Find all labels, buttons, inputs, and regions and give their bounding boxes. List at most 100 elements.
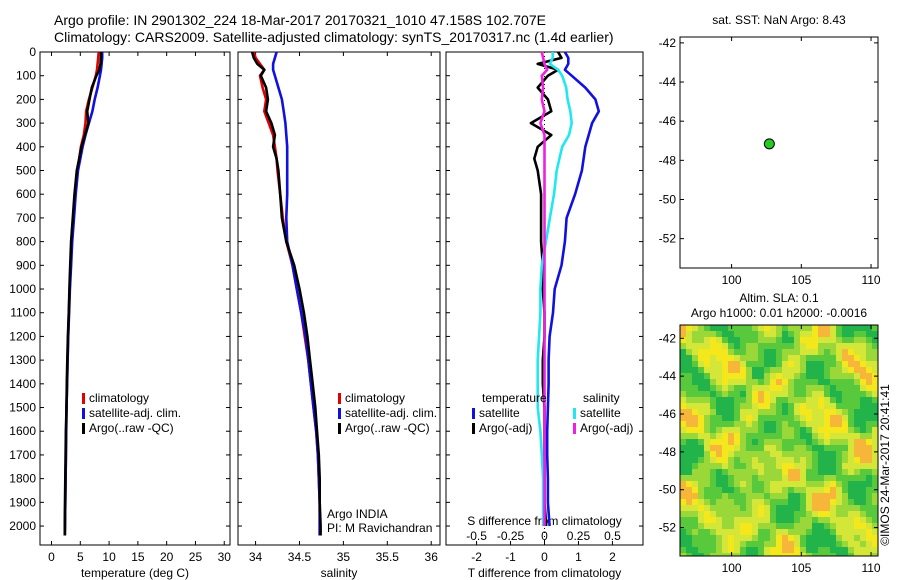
sst-map-ytick-label: -52 <box>659 232 677 246</box>
depth-tick-label: 0 <box>29 45 36 59</box>
difference-xtick-label: 2 <box>609 550 616 564</box>
temperature-series-argo <box>63 52 103 536</box>
temperature-legend-climatology-swatch <box>82 393 85 404</box>
pi-label: PI: M Ravichandran <box>327 521 432 535</box>
depth-tick-label: 1600 <box>9 424 36 438</box>
salinity-legend-climatology-swatch <box>338 393 341 404</box>
chart-title-line2: Climatology: CARS2009. Satellite-adjuste… <box>54 29 614 45</box>
salinity-xtick-label: 35 <box>337 550 351 564</box>
sla-map-frame <box>679 324 879 557</box>
temperature-legend-satellite-swatch <box>82 408 85 419</box>
salinity-xtick-label: 34.5 <box>288 550 312 564</box>
temperature-xlabel: temperature (deg C) <box>81 566 189 580</box>
diff-legend-t-argo-label: Argo(-adj) <box>479 421 532 435</box>
depth-tick-label: 700 <box>16 211 36 225</box>
depth-tick-label: 2000 <box>9 519 36 533</box>
diff-legend-s-satellite-swatch <box>573 408 576 419</box>
temperature-xtick-label: 30 <box>218 550 232 564</box>
depth-tick-label: 200 <box>16 92 36 106</box>
depth-tick-label: 300 <box>16 116 36 130</box>
temperature-xtick-label: 25 <box>189 550 203 564</box>
sla-map-ytick-label: -52 <box>659 521 677 535</box>
difference-series-t-satellite-diff <box>545 51 601 527</box>
depth-tick-label: 1200 <box>9 329 36 343</box>
sla-heatmap <box>680 325 878 556</box>
depth-tick-label: 1500 <box>9 401 36 415</box>
salinity-legend-argo-swatch <box>338 423 341 434</box>
depth-tick-label: 1800 <box>9 472 36 486</box>
chart-title-line1: Argo profile: IN 2901302_224 18-Mar-2017… <box>54 12 546 28</box>
sla-map-xtick-label: 105 <box>791 561 811 575</box>
diff-legend-s-satellite-label: satellite <box>580 406 621 420</box>
temperature-axes-frame <box>39 51 231 546</box>
imos-timestamp: ©IMOS 24-Mar-2017 20:41:41 <box>878 384 892 546</box>
salinity-xtick-label: 34 <box>249 550 263 564</box>
sst-map-ytick-label: -46 <box>659 114 677 128</box>
diff-legend-s-argo-label: Argo(-adj) <box>580 421 633 435</box>
depth-tick-label: 500 <box>16 164 36 178</box>
diff-legend-t-satellite-label: satellite <box>479 406 520 420</box>
sst-map-ytick-label: -48 <box>659 153 677 167</box>
sst-map-ytick-label: -50 <box>659 192 677 206</box>
sla-map-ytick-label: -44 <box>659 369 677 383</box>
diff-legend-temperature-title: temperature <box>482 391 547 405</box>
salinity-legend-satellite-swatch <box>338 408 341 419</box>
sla-map-title: Altim. SLA: 0.1 <box>739 291 819 305</box>
depth-tick-label: 100 <box>16 69 36 83</box>
sla-map-subtitle: Argo h1000: 0.01 h2000: -0.0016 <box>691 306 867 320</box>
sla-map-ytick-label: -48 <box>659 445 677 459</box>
salinity-legend-argo-label: Argo(..raw -QC) <box>345 421 430 435</box>
salinity-diff-tick-label: 0.5 <box>604 529 621 543</box>
temperature-xtick-label: 0 <box>48 550 55 564</box>
sst-map-frame <box>679 36 879 269</box>
salinity-xtick-label: 36 <box>425 550 439 564</box>
salinity-legend-satellite-label: satellite-adj. clim. <box>345 406 437 420</box>
depth-tick-label: 1000 <box>9 282 36 296</box>
diff-legend-s-argo-swatch <box>573 423 576 434</box>
temperature-xtick-label: 10 <box>102 550 116 564</box>
depth-tick-label: 600 <box>16 187 36 201</box>
temperature-xtick-label: 20 <box>160 550 174 564</box>
depth-tick-label: 900 <box>16 258 36 272</box>
temperature-diff-xlabel: T difference from climatology <box>468 566 622 580</box>
sst-map-xtick-label: 105 <box>791 273 811 287</box>
float-position-marker <box>763 138 775 150</box>
difference-xtick-label: 1 <box>575 550 582 564</box>
salinity-axes-frame <box>237 51 441 546</box>
sla-map-xtick-label: 100 <box>722 561 742 575</box>
salinity-diff-tick-label: -0.25 <box>497 529 525 543</box>
sst-map-xtick-label: 110 <box>861 273 880 287</box>
depth-tick-label: 1300 <box>9 353 36 367</box>
depth-tick-label: 800 <box>16 235 36 249</box>
salinity-diff-tick-label: 0.25 <box>567 529 591 543</box>
sst-map-ytick-label: -42 <box>659 36 677 50</box>
diff-legend-t-argo-swatch <box>472 423 475 434</box>
salinity-xtick-label: 35.5 <box>376 550 400 564</box>
difference-series-s-argo-diff <box>539 51 549 526</box>
argo-program-label: Argo INDIA <box>327 507 388 521</box>
depth-tick-label: 1900 <box>9 495 36 509</box>
sla-map-ytick-label: -42 <box>659 331 677 345</box>
temperature-legend-argo-label: Argo(..raw -QC) <box>89 421 174 435</box>
temperature-xtick-label: 15 <box>131 550 145 564</box>
temperature-legend-argo-swatch <box>82 423 85 434</box>
sla-map-ytick-label: -46 <box>659 407 677 421</box>
salinity-diff-tick-label: 0 <box>541 529 548 543</box>
difference-xtick-label: -2 <box>471 550 482 564</box>
salinity-diff-tick-label: -0.5 <box>466 529 487 543</box>
temperature-xtick-label: 5 <box>77 550 84 564</box>
diff-legend-t-satellite-swatch <box>472 408 475 419</box>
sst-map-title: sat. SST: NaN Argo: 8.43 <box>712 13 846 27</box>
salinity-series-argo <box>250 51 322 536</box>
salinity-legend-climatology-label: climatology <box>345 391 405 405</box>
sst-map-xtick-label: 100 <box>722 273 742 287</box>
depth-tick-label: 1700 <box>9 448 36 462</box>
sla-map-xtick-label: 110 <box>861 561 880 575</box>
sst-map-ytick-label: -44 <box>659 75 677 89</box>
depth-tick-label: 1100 <box>10 306 36 320</box>
difference-xtick-label: 0 <box>541 550 548 564</box>
salinity-xlabel: salinity <box>321 566 358 580</box>
depth-tick-label: 400 <box>16 140 36 154</box>
temperature-legend-satellite-label: satellite-adj. clim. <box>89 406 181 420</box>
sla-map-ytick-label: -50 <box>659 483 677 497</box>
